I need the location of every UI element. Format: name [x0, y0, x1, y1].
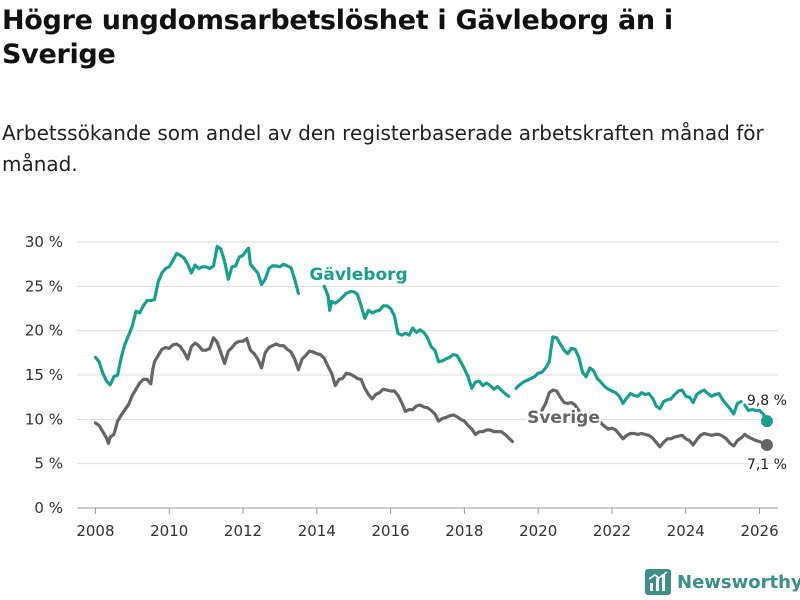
x-tick-label: 2018 [445, 522, 483, 540]
x-tick-label: 2012 [224, 522, 262, 540]
grid-lines [77, 241, 778, 509]
last-point-gävleborg [760, 415, 773, 428]
series-labels: 9,8 % 7,1 % Gävleborg Sverige [307, 263, 788, 474]
x-tick-label: 2024 [667, 522, 705, 540]
y-tick-label: 5 % [34, 455, 63, 473]
y-tick-label: 0 % [34, 499, 63, 517]
x-tick-label: 2026 [740, 522, 778, 540]
newsworthy-bar-chart-icon [645, 569, 671, 595]
y-tick-label: 10 % [25, 410, 63, 428]
chart-title: Högre ungdomsarbetslöshet i Gävleborg än… [2, 5, 673, 70]
x-tick-label: 2008 [76, 522, 114, 540]
x-axis: 2008 2010 2012 2014 2016 2018 2020 2022 2024 2026 [76, 508, 779, 540]
x-tick-label: 2020 [519, 522, 557, 540]
x-tick-label: 2022 [593, 522, 631, 540]
x-tick-label: 2014 [298, 522, 336, 540]
series-line-sverige [93, 336, 769, 449]
value-label-sverige: 7,1 % [747, 457, 787, 473]
series-line-gävleborg [93, 244, 769, 423]
last-point-sverige [760, 439, 773, 452]
brand-logo[interactable]: Newsworthy [645, 569, 800, 595]
series-name-sverige: Sverige [527, 408, 600, 428]
y-tick-label: 25 % [25, 277, 63, 295]
x-tick-label: 2010 [150, 522, 188, 540]
y-axis: 0 % 5 % 10 % 15 % 20 % 25 % 30 % [25, 233, 63, 517]
series-group [93, 244, 773, 452]
x-tick-label: 2016 [372, 522, 410, 540]
y-tick-label: 15 % [25, 366, 63, 384]
series-name-gävleborg: Gävleborg [309, 265, 407, 285]
chart-subtitle: Arbetssökande som andel av den registerb… [2, 121, 764, 176]
y-tick-label: 30 % [25, 233, 63, 251]
y-tick-label: 20 % [25, 322, 63, 340]
brand-name: Newsworthy [677, 571, 800, 593]
value-label-gavleborg: 9,8 % [747, 393, 787, 409]
